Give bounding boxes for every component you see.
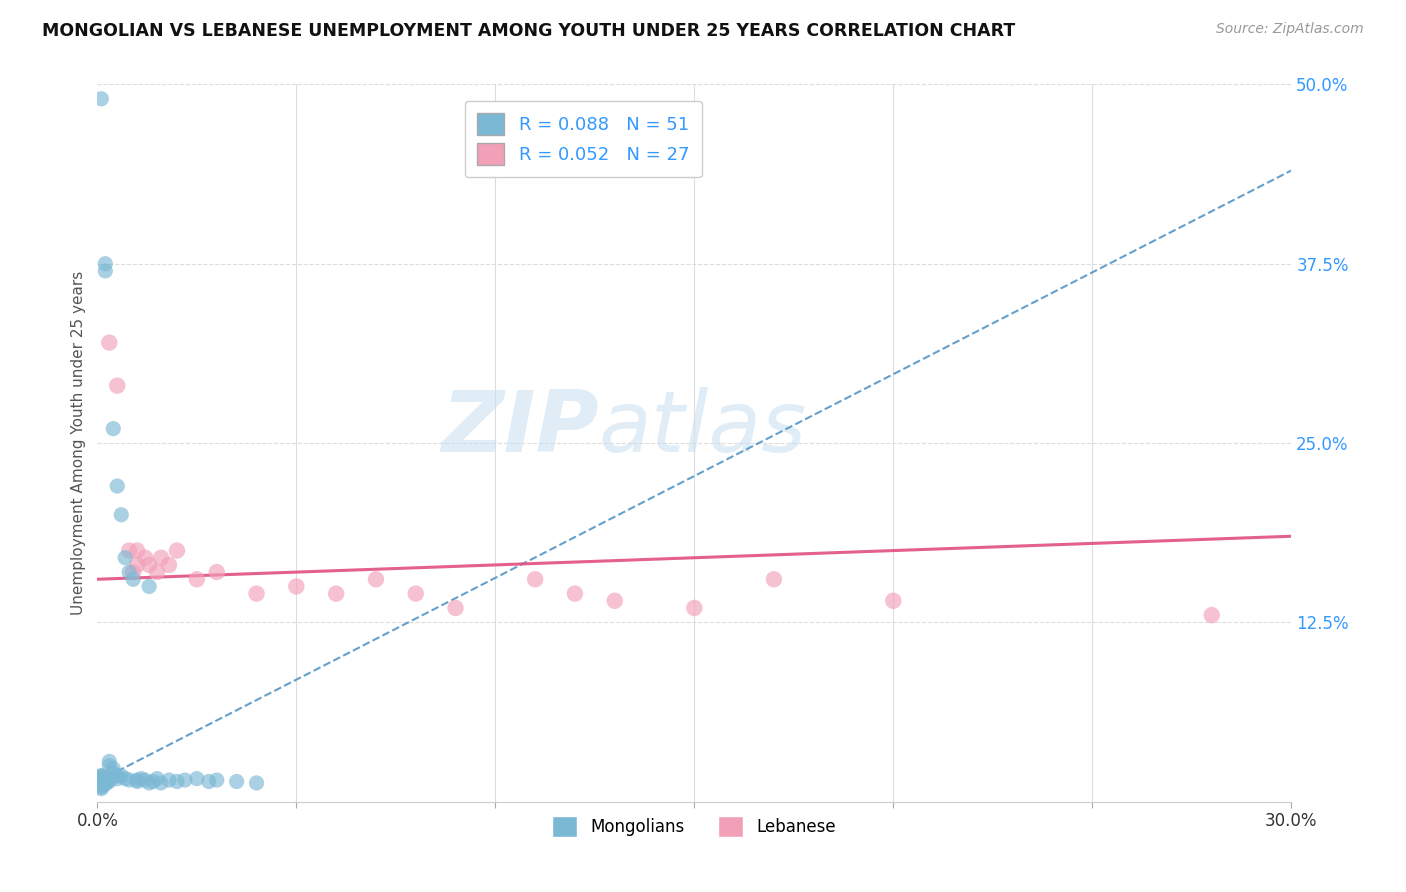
Point <box>603 594 626 608</box>
Point <box>110 769 132 783</box>
Point <box>205 773 228 788</box>
Point <box>762 572 785 586</box>
Point <box>90 92 112 106</box>
Point <box>146 565 169 579</box>
Text: Source: ZipAtlas.com: Source: ZipAtlas.com <box>1216 22 1364 37</box>
Point <box>105 479 128 493</box>
Point <box>90 779 112 793</box>
Point <box>90 780 112 795</box>
Point <box>325 586 347 600</box>
Point <box>166 543 188 558</box>
Point <box>114 550 136 565</box>
Point <box>134 773 156 788</box>
Text: atlas: atlas <box>599 387 807 470</box>
Point <box>110 508 132 522</box>
Point <box>186 772 208 786</box>
Point <box>683 601 706 615</box>
Point <box>103 762 125 776</box>
Point <box>98 755 121 769</box>
Point <box>90 773 112 788</box>
Point <box>94 776 117 790</box>
Point <box>127 773 149 788</box>
Y-axis label: Unemployment Among Youth under 25 years: Unemployment Among Youth under 25 years <box>72 271 86 615</box>
Point <box>94 774 117 789</box>
Point <box>105 772 128 786</box>
Point <box>285 579 308 593</box>
Legend: Mongolians, Lebanese: Mongolians, Lebanese <box>546 810 844 844</box>
Point <box>90 776 112 790</box>
Point <box>134 550 156 565</box>
Point <box>94 264 117 278</box>
Point <box>127 543 149 558</box>
Point <box>90 777 112 791</box>
Point <box>524 572 547 586</box>
Text: MONGOLIAN VS LEBANESE UNEMPLOYMENT AMONG YOUTH UNDER 25 YEARS CORRELATION CHART: MONGOLIAN VS LEBANESE UNEMPLOYMENT AMONG… <box>42 22 1015 40</box>
Point <box>105 378 128 392</box>
Point <box>118 543 141 558</box>
Point <box>105 769 128 783</box>
Point <box>138 558 160 572</box>
Point <box>94 257 117 271</box>
Point <box>122 572 145 586</box>
Point <box>150 550 173 565</box>
Point <box>94 777 117 791</box>
Point <box>129 772 152 786</box>
Point <box>98 758 121 772</box>
Point <box>98 774 121 789</box>
Point <box>245 586 267 600</box>
Point <box>364 572 387 586</box>
Point <box>118 773 141 788</box>
Point <box>90 769 112 783</box>
Point <box>138 579 160 593</box>
Point <box>142 774 165 789</box>
Point <box>405 586 427 600</box>
Point <box>197 774 219 789</box>
Point <box>174 773 197 788</box>
Point <box>444 601 467 615</box>
Point <box>150 776 173 790</box>
Point <box>103 422 125 436</box>
Point <box>90 781 112 796</box>
Point <box>245 776 267 790</box>
Point <box>186 572 208 586</box>
Point <box>225 774 247 789</box>
Point <box>90 770 112 784</box>
Text: ZIP: ZIP <box>441 387 599 470</box>
Point <box>98 335 121 350</box>
Point <box>146 772 169 786</box>
Point <box>98 773 121 788</box>
Point <box>166 774 188 789</box>
Point <box>103 765 125 780</box>
Point <box>118 565 141 579</box>
Point <box>138 776 160 790</box>
Point <box>564 586 586 600</box>
Point <box>90 772 112 786</box>
Point <box>1201 608 1223 623</box>
Point <box>157 773 180 788</box>
Point <box>94 773 117 788</box>
Point <box>882 594 904 608</box>
Point <box>205 565 228 579</box>
Point <box>127 558 149 572</box>
Point <box>122 565 145 579</box>
Point <box>90 769 112 783</box>
Point <box>114 772 136 786</box>
Point <box>127 774 149 789</box>
Point <box>157 558 180 572</box>
